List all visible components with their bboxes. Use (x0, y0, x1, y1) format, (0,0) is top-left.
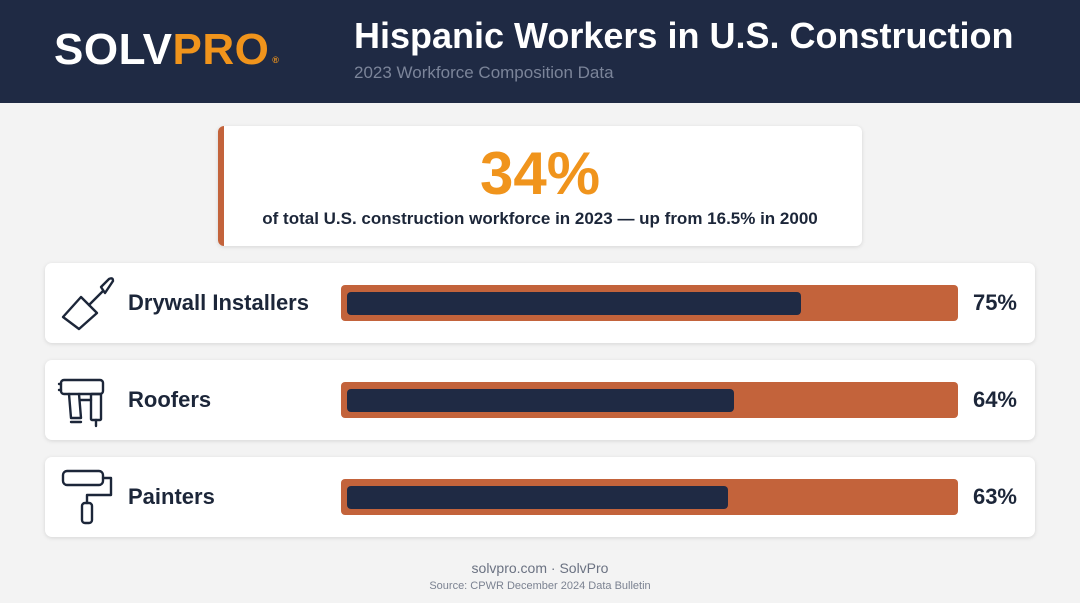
category-label: Painters (128, 484, 215, 509)
trowel-icon (57, 273, 117, 333)
footer-site: solvpro.com · SolvPro (471, 560, 609, 576)
page-subtitle: 2023 Workforce Composition Data (354, 63, 614, 82)
nail-gun-icon (57, 370, 117, 430)
card-accent-bar (218, 126, 224, 246)
value-label: 75% (972, 290, 1017, 315)
page-title: Hispanic Workers in U.S. Construction (354, 15, 1014, 56)
solvpro-logo: SOLVPRO ® (54, 25, 280, 74)
highlight-stat-card: 34% of total U.S. construction workforce… (218, 126, 862, 246)
chart-row: Roofers 64% (45, 360, 1035, 440)
chart-row: Painters 63% (45, 457, 1035, 537)
value-label: 64% (972, 387, 1017, 412)
highlight-caption: of total U.S. construction workforce in … (262, 209, 818, 228)
bar-track (341, 285, 958, 321)
category-label: Drywall Installers (128, 290, 309, 315)
header-banner: SOLVPRO ® Hispanic Workers in U.S. Constr… (0, 0, 1080, 103)
value-label: 63% (972, 484, 1017, 509)
bar-fill (347, 389, 734, 412)
bar-track (341, 479, 958, 515)
bar-fill (347, 486, 728, 509)
bar-track (341, 382, 958, 418)
highlight-value: 34% (479, 140, 601, 207)
bar-fill (347, 292, 801, 315)
footer-source: Source: CPWR December 2024 Data Bulletin (429, 580, 651, 592)
paint-roller-icon (57, 467, 117, 527)
category-label: Roofers (128, 387, 212, 412)
chart-row: Drywall Installers 75% (45, 263, 1035, 343)
